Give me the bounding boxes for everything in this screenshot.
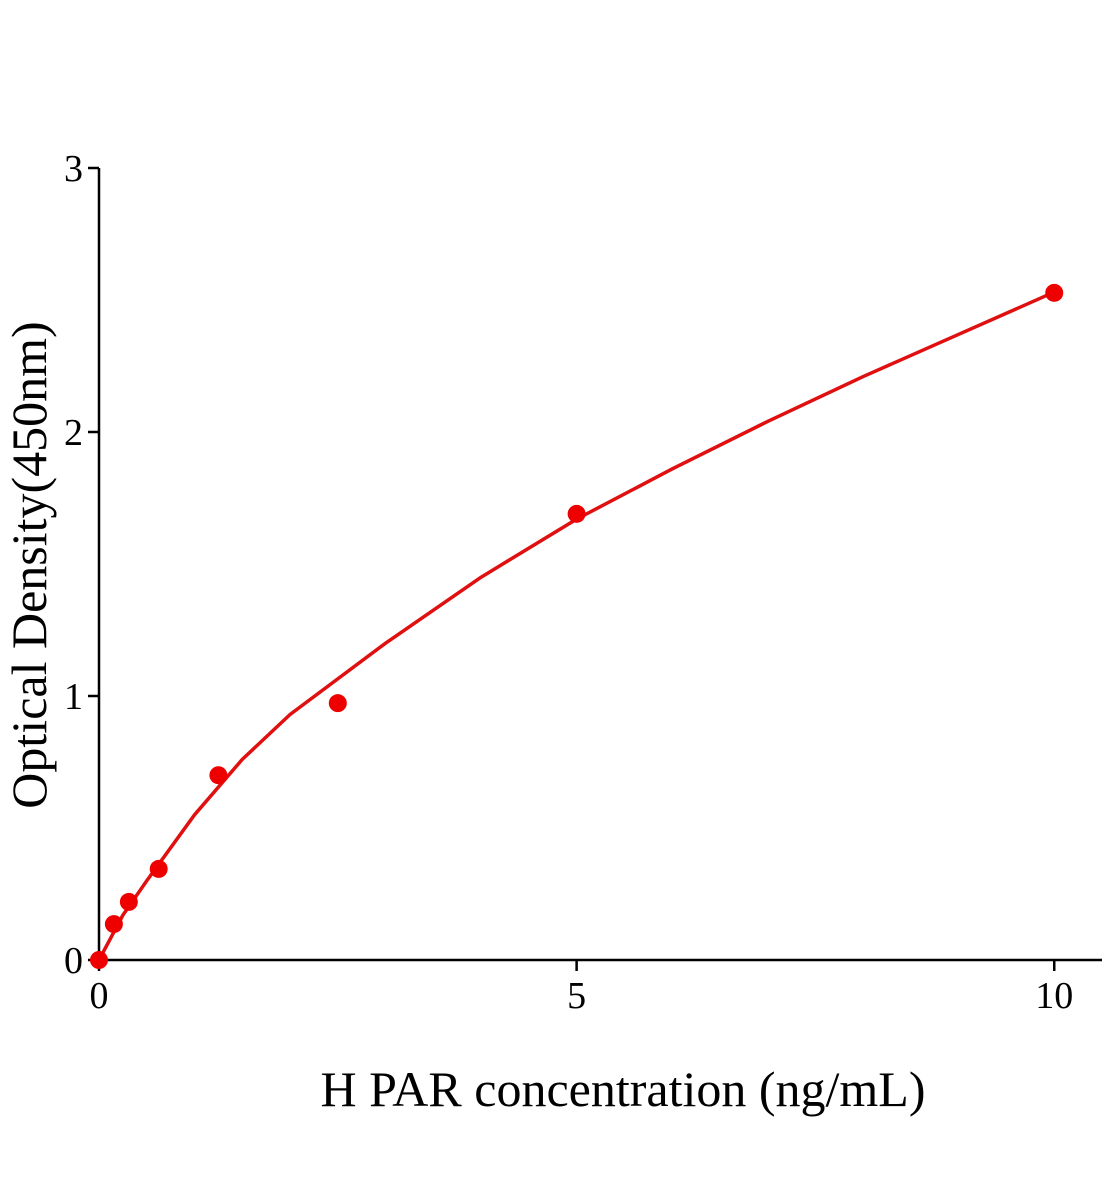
data-point: [328, 694, 347, 713]
data-point: [104, 915, 123, 934]
x-tick-label: 5: [567, 975, 586, 1017]
y-tick-label: 3: [64, 148, 83, 190]
y-tick-label: 0: [64, 940, 83, 982]
data-point: [149, 859, 168, 878]
y-axis-title: Optical Density(450nm): [1, 321, 57, 808]
data-point: [119, 892, 138, 911]
x-tick-label: 0: [90, 975, 109, 1017]
fit-curve: [97, 290, 1055, 961]
y-tick-label: 1: [64, 676, 83, 718]
data-point: [1045, 283, 1064, 302]
data-point: [209, 766, 228, 785]
x-tick-label: 10: [1035, 975, 1073, 1017]
x-axis-title: H PAR concentration (ng/mL): [320, 1061, 925, 1117]
y-tick-label: 2: [64, 412, 83, 454]
data-point: [567, 504, 586, 523]
data-point: [90, 951, 108, 969]
